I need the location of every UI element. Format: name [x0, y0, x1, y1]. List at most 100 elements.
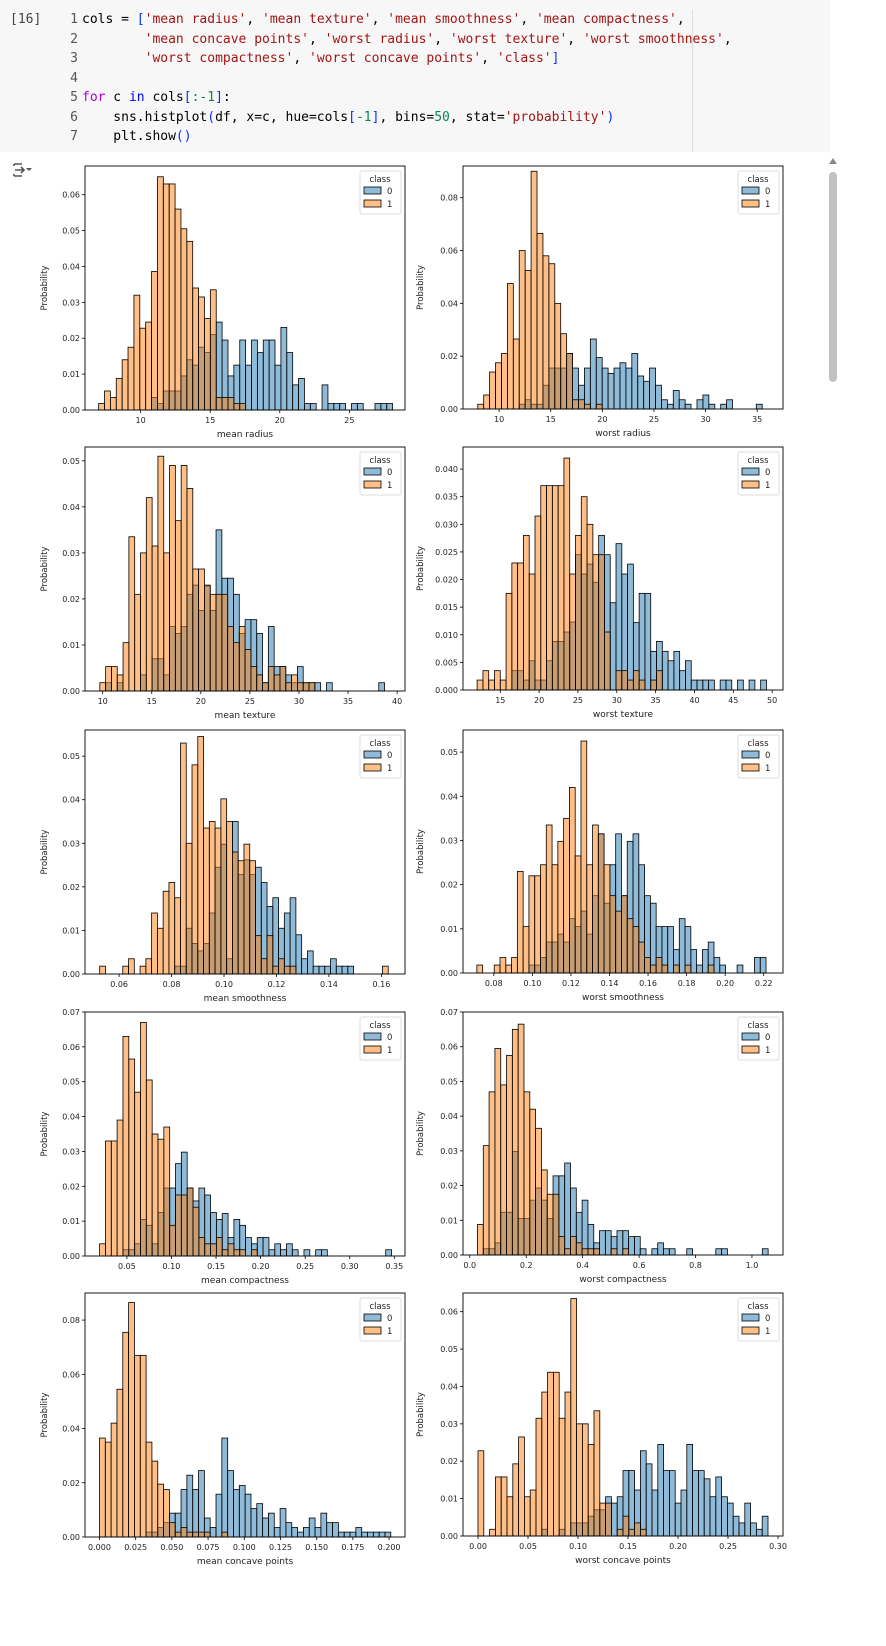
- bar-class-0: [702, 949, 709, 974]
- y-tick-label: 0.03: [62, 1147, 80, 1156]
- bar-class-0: [355, 1527, 363, 1538]
- bar-class-0: [639, 1248, 647, 1256]
- bar-class-1: [488, 679, 495, 691]
- code-token: 'worst smoothness': [582, 31, 724, 47]
- bar-class-1: [233, 403, 241, 411]
- bar-class-0: [760, 679, 767, 691]
- bar-class-1: [598, 554, 605, 691]
- bar-class-0: [651, 1248, 659, 1256]
- bar-class-1: [151, 545, 159, 692]
- line-number: 5: [70, 90, 78, 105]
- bar-class-1: [551, 485, 559, 691]
- y-tick-label: 0.03: [440, 1147, 458, 1156]
- x-tick-label: 0.12: [562, 979, 580, 988]
- x-tick-label: 0.05: [519, 1542, 537, 1551]
- legend-swatch-class-0: [741, 467, 760, 476]
- scroll-up-arrow-icon[interactable]: [829, 158, 837, 164]
- bar-class-0: [678, 918, 686, 974]
- bar-class-1: [185, 842, 193, 975]
- bar-class-0: [721, 1496, 728, 1537]
- bar-class-1: [621, 895, 628, 974]
- legend: class 0 1: [737, 1297, 780, 1342]
- x-tick-label: 30: [612, 696, 622, 705]
- line-number: 4: [70, 70, 78, 86]
- code-line: 2 'mean concave points', 'worst radius',…: [60, 30, 732, 50]
- legend-swatch-class-0: [363, 1313, 382, 1322]
- bar-class-1: [139, 327, 147, 411]
- bar-class-0: [291, 1249, 299, 1257]
- bar-class-1: [272, 965, 279, 975]
- bar-class-1: [214, 827, 222, 975]
- bar-class-0: [761, 1248, 769, 1256]
- bar-class-0: [262, 1237, 270, 1257]
- x-tick-label: 20: [275, 416, 285, 425]
- code-cell[interactable]: [16] 1 cols = ['mean radius', 'mean textu…: [0, 0, 830, 152]
- code-token: plt.show: [82, 129, 176, 144]
- histogram-mean-smoothness: 0.06 0.08 0.10 0.12 0.14 0.16 0.00 0.01 0.02 0.03…: [40, 729, 406, 1004]
- bar-class-1: [569, 573, 576, 691]
- bar-class-0: [297, 1531, 304, 1538]
- code-token: (: [207, 109, 216, 125]
- bar-class-1: [616, 1528, 624, 1537]
- legend-title: class: [369, 1302, 391, 1312]
- x-tick-label: 0.20: [669, 1542, 687, 1551]
- histogram-worst-concave-points: 0.00 0.05 0.10 0.15 0.20 0.25 0.30 0.00 0.01 0.02…: [416, 1292, 787, 1566]
- bar-class-1: [239, 403, 247, 411]
- bar-class-1: [244, 649, 252, 692]
- legend-title: class: [747, 175, 769, 185]
- bar-class-1: [133, 294, 141, 411]
- y-axis-label: Probability: [40, 1393, 50, 1438]
- scrollbar-thumb[interactable]: [829, 172, 837, 382]
- x-axis-label: mean radius: [217, 430, 274, 440]
- bar-class-1: [477, 1450, 485, 1537]
- bar-class-0: [238, 1485, 246, 1538]
- bar-class-0: [684, 403, 692, 410]
- axes-frame: [462, 446, 784, 691]
- output-scrollbar[interactable]: [826, 156, 840, 1646]
- histogram-mean-compactness: 0.05 0.10 0.15 0.20 0.25 0.30 0.35 0.00 0.01 0.02…: [40, 1008, 406, 1286]
- y-tick-label: 0.01: [62, 370, 80, 379]
- bar-class-1: [163, 552, 170, 692]
- bar-class-1: [604, 631, 611, 691]
- bar-class-1: [221, 397, 229, 411]
- y-tick-label: 0.02: [440, 1457, 458, 1466]
- x-tick-label: 0.075: [197, 1543, 220, 1552]
- bar-class-1: [626, 918, 634, 974]
- bar-class-1: [180, 742, 187, 975]
- legend: class 0 1: [359, 1016, 402, 1061]
- bar-class-0: [262, 1517, 269, 1538]
- x-tick-label: 0.08: [485, 979, 503, 988]
- output-toggle-icon[interactable]: [12, 160, 34, 180]
- x-tick-label: 10: [494, 415, 504, 424]
- bar-class-1: [163, 1126, 171, 1257]
- bar-class-0: [361, 1531, 368, 1538]
- bar-class-0: [314, 682, 322, 692]
- code-token: 'probability': [504, 109, 607, 125]
- y-tick-label: 0.02: [62, 1182, 80, 1191]
- bar-class-0: [690, 679, 698, 691]
- bar-class-1: [517, 1023, 525, 1256]
- y-tick-label: 0.035: [435, 493, 458, 502]
- bar-class-1: [593, 1248, 600, 1256]
- code-line: 1 cols = ['mean radius', 'mean texture', …: [60, 10, 692, 30]
- bar-class-0: [286, 352, 294, 411]
- code-editor[interactable]: 1 cols = ['mean radius', 'mean texture', …: [60, 10, 732, 152]
- code-token: ]: [551, 51, 560, 66]
- bar-class-1: [109, 397, 117, 411]
- legend-label: 0: [765, 751, 770, 761]
- bar-class-0: [645, 1463, 653, 1537]
- bar-class-0: [301, 958, 308, 975]
- x-tick-label: 45: [728, 696, 738, 705]
- bar-class-0: [307, 950, 314, 975]
- bar-class-1: [552, 1371, 560, 1537]
- legend-title: class: [747, 1302, 769, 1312]
- legend: class 0 1: [737, 734, 780, 779]
- bar-class-0: [341, 965, 349, 975]
- code-line: 7 plt.show(): [60, 127, 692, 147]
- code-token: 'mean compactness': [535, 12, 677, 27]
- bar-class-1: [578, 399, 585, 410]
- y-tick-label: 0.05: [440, 748, 458, 757]
- line-number: 1: [70, 12, 78, 27]
- bar-class-0: [384, 1531, 392, 1538]
- bar-class-0: [273, 1527, 281, 1538]
